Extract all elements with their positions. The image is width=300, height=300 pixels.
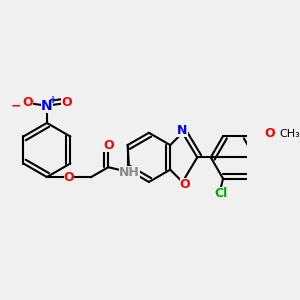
Text: −: −	[11, 99, 21, 112]
Text: Cl: Cl	[214, 187, 227, 200]
Text: O: O	[22, 96, 32, 109]
Text: NH: NH	[119, 166, 140, 178]
Text: O: O	[265, 127, 275, 140]
Text: O: O	[180, 178, 190, 191]
Text: N: N	[41, 99, 53, 113]
Text: O: O	[103, 139, 114, 152]
Text: CH₃: CH₃	[280, 129, 300, 139]
Text: O: O	[61, 96, 72, 109]
Text: O: O	[64, 170, 74, 184]
Text: +: +	[49, 94, 57, 105]
Text: N: N	[177, 124, 188, 137]
